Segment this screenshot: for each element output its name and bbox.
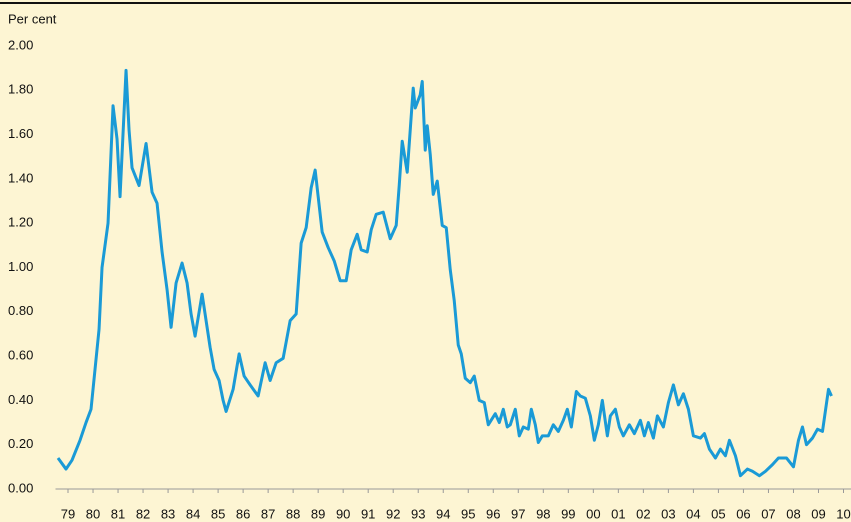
x-tick-label: 04 (686, 506, 700, 521)
y-tick-label: 1.40 (8, 170, 33, 185)
x-tick-label: 81 (111, 506, 125, 521)
y-tick-label: 2.00 (8, 37, 33, 52)
x-tick-label: 86 (236, 506, 250, 521)
x-tick-label: 06 (736, 506, 750, 521)
x-tick-label: 03 (661, 506, 675, 521)
y-tick-label: 1.20 (8, 215, 33, 230)
x-tick-label: 96 (486, 506, 500, 521)
x-tick-label: 10 (836, 506, 850, 521)
x-tick-label: 79 (61, 506, 75, 521)
y-tick-label: 0.40 (8, 392, 33, 407)
x-tick-label: 91 (361, 506, 375, 521)
x-tick-label: 08 (786, 506, 800, 521)
x-tick-label: 00 (586, 506, 600, 521)
x-tick-label: 05 (711, 506, 725, 521)
x-tick-label: 99 (561, 506, 575, 521)
x-tick-label: 82 (136, 506, 150, 521)
x-tick-label: 95 (461, 506, 475, 521)
x-tick-label: 94 (436, 506, 450, 521)
y-tick-label: 0.20 (8, 436, 33, 451)
x-tick-label: 85 (211, 506, 225, 521)
y-tick-label: 1.80 (8, 82, 33, 97)
y-tick-label: 1.00 (8, 259, 33, 274)
y-axis-label: Per cent (8, 11, 57, 26)
x-tick-label: 80 (86, 506, 100, 521)
x-tick-label: 84 (186, 506, 200, 521)
y-tick-label: 0.60 (8, 348, 33, 363)
x-tick-label: 88 (286, 506, 300, 521)
x-tick-label: 97 (511, 506, 525, 521)
x-tick-label: 87 (261, 506, 275, 521)
y-tick-label: 0.80 (8, 303, 33, 318)
x-tick-label: 07 (761, 506, 775, 521)
x-tick-label: 93 (411, 506, 425, 521)
y-tick-label: 0.00 (8, 480, 33, 495)
x-tick-label: 09 (811, 506, 825, 521)
data-line (56, 68, 833, 478)
y-tick-label: 1.60 (8, 126, 33, 141)
x-tick-label: 01 (611, 506, 625, 521)
x-tick-label: 98 (536, 506, 550, 521)
x-tick-label: 90 (336, 506, 350, 521)
x-tick-label: 83 (161, 506, 175, 521)
x-tick-label: 89 (311, 506, 325, 521)
x-tick-label: 92 (386, 506, 400, 521)
x-tick-label: 02 (636, 506, 650, 521)
